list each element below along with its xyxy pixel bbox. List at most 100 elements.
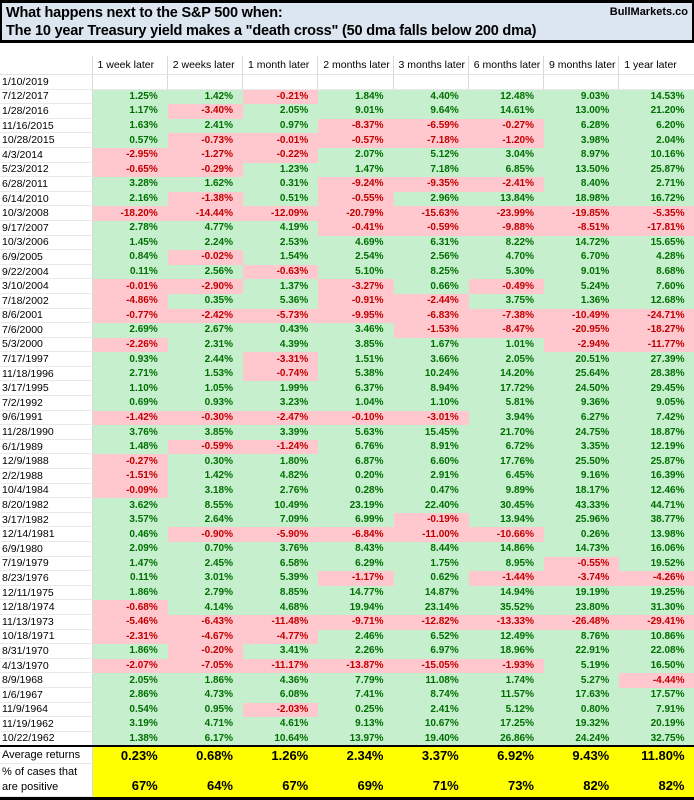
return-cell: 9.01% — [543, 264, 620, 280]
percent-positive-cell: 67% — [92, 763, 168, 797]
return-cell: 6.52% — [393, 629, 469, 645]
table-row: 5/3/2000 -2.26% 2.31% 4.39% 3.85% 1.67% 1.01% -… — [0, 337, 694, 353]
table-row: 10/3/2006 1.45% 2.24% 2.53% 4.69% 6.31% 8.22% 1… — [0, 235, 694, 251]
return-cell: -11.48% — [242, 614, 319, 630]
return-cell: 2.04% — [618, 132, 694, 148]
return-cell: -0.30% — [167, 410, 244, 426]
return-cell: 6.97% — [393, 643, 469, 659]
return-cell: 0.30% — [167, 453, 244, 470]
table-row: 2/2/1988 -1.51% 1.42% 4.82% 0.20% 2.91% 6.45% 9… — [0, 468, 694, 484]
return-cell: 6.20% — [618, 118, 694, 134]
return-cell: 0.95% — [167, 702, 244, 718]
return-cell: -2.42% — [167, 308, 244, 324]
return-cell: 3.85% — [317, 337, 394, 353]
date-cell: 7/17/1997 — [0, 351, 93, 367]
return-cell: 6.58% — [242, 556, 319, 572]
return-cell: -10.66% — [468, 526, 545, 542]
return-cell: 11.08% — [393, 672, 469, 688]
return-cell: 2.45% — [167, 556, 244, 572]
return-cell: 26.86% — [468, 731, 545, 747]
return-cell: 38.77% — [618, 512, 694, 528]
date-cell: 3/17/1982 — [0, 512, 93, 528]
return-cell: 2.41% — [167, 118, 244, 134]
return-cell: 8.97% — [543, 147, 620, 163]
return-cell: 9.64% — [393, 103, 469, 119]
return-cell: 30.45% — [468, 497, 545, 513]
return-cell: -15.05% — [393, 658, 469, 674]
return-cell: 13.84% — [468, 191, 545, 207]
return-cell: 24.75% — [543, 424, 620, 440]
table-row: 12/14/1981 0.46% -0.90% -5.90% -6.84% -11.00%… — [0, 526, 694, 542]
return-cell: -3.27% — [317, 278, 394, 294]
return-cell: 4.77% — [167, 220, 244, 236]
return-cell: 2.56% — [393, 249, 469, 265]
date-cell: 7/6/2000 — [0, 322, 93, 338]
return-cell: 1.23% — [242, 162, 319, 178]
return-cell: -1.17% — [317, 570, 394, 586]
return-cell: 12.49% — [468, 629, 545, 645]
date-cell: 7/18/2002 — [0, 293, 93, 309]
table-row: 6/1/1989 1.48% -0.59% -1.24% 6.76% 8.91% 6.72%… — [0, 439, 694, 455]
return-cell: 13.50% — [543, 162, 620, 178]
return-cell: 0.80% — [543, 702, 620, 718]
return-cell: 8.22% — [468, 235, 545, 251]
return-cell: -0.59% — [167, 439, 244, 455]
return-cell: -5.46% — [92, 614, 168, 630]
return-cell: 0.31% — [242, 176, 319, 192]
column-header-row: 1 week later 2 weeks later 1 month later 2 … — [0, 56, 694, 75]
title-block: What happens next to the S&P 500 when: T… — [0, 0, 694, 43]
return-cell: 8.40% — [543, 176, 620, 192]
return-cell: 5.12% — [468, 702, 545, 718]
return-cell: 19.94% — [317, 599, 394, 615]
return-cell: 1.48% — [92, 439, 168, 455]
return-cell: 3.28% — [92, 176, 168, 192]
return-cell: 1.25% — [92, 89, 168, 105]
return-cell: 8.91% — [393, 439, 469, 455]
return-cell: 20.51% — [543, 351, 620, 367]
return-cell: -2.90% — [167, 278, 244, 294]
return-cell: 6.29% — [317, 556, 394, 572]
return-cell: 15.65% — [618, 235, 694, 251]
return-cell: -19.85% — [543, 205, 620, 221]
return-cell: 0.11% — [92, 570, 168, 586]
return-cell: 3.66% — [393, 351, 469, 367]
return-cell: 0.62% — [393, 570, 469, 586]
return-cell: 0.25% — [317, 702, 394, 718]
return-cell: 25.50% — [543, 453, 620, 470]
return-cell: 3.35% — [543, 439, 620, 455]
return-cell: -8.37% — [317, 118, 394, 134]
return-cell: -0.68% — [92, 599, 168, 615]
title-line-1: What happens next to the S&P 500 when: — [6, 5, 283, 21]
return-cell: 6.45% — [468, 468, 545, 484]
return-cell: 15.45% — [393, 424, 469, 440]
return-cell: 0.93% — [167, 395, 244, 411]
average-returns-label: Average returns — [0, 744, 93, 765]
return-cell: -0.01% — [92, 278, 168, 294]
return-cell: 2.71% — [92, 366, 168, 382]
return-cell: 2.64% — [167, 512, 244, 528]
return-cell: 4.39% — [242, 337, 319, 353]
return-cell: -7.38% — [468, 308, 545, 324]
return-cell: 25.87% — [618, 453, 694, 470]
return-cell: -13.33% — [468, 614, 545, 630]
return-cell: 1.42% — [167, 89, 244, 105]
return-cell: -1.27% — [167, 147, 244, 163]
return-cell: 9.36% — [543, 395, 620, 411]
return-cell: -0.74% — [242, 366, 319, 382]
date-cell: 7/12/2017 — [0, 89, 93, 105]
return-cell: 2.54% — [317, 249, 394, 265]
return-cell: 2.56% — [167, 264, 244, 280]
table-row: 1/10/2019 — [0, 74, 694, 90]
return-cell: -9.24% — [317, 176, 394, 192]
return-cell: 23.19% — [317, 497, 394, 513]
return-cell: 0.47% — [393, 483, 469, 499]
date-cell: 1/6/1967 — [0, 687, 93, 703]
return-cell: 2.71% — [618, 176, 694, 192]
return-cell: 2.05% — [468, 351, 545, 367]
return-cell: 3.57% — [92, 512, 168, 528]
table-row: 4/3/2014 -2.95% -1.27% -0.22% 2.07% 5.12% 3.04… — [0, 147, 694, 163]
return-cell: 6.37% — [317, 380, 394, 397]
return-cell: 21.70% — [468, 424, 545, 440]
return-cell: 14.53% — [618, 89, 694, 105]
return-cell: 9.89% — [468, 483, 545, 499]
